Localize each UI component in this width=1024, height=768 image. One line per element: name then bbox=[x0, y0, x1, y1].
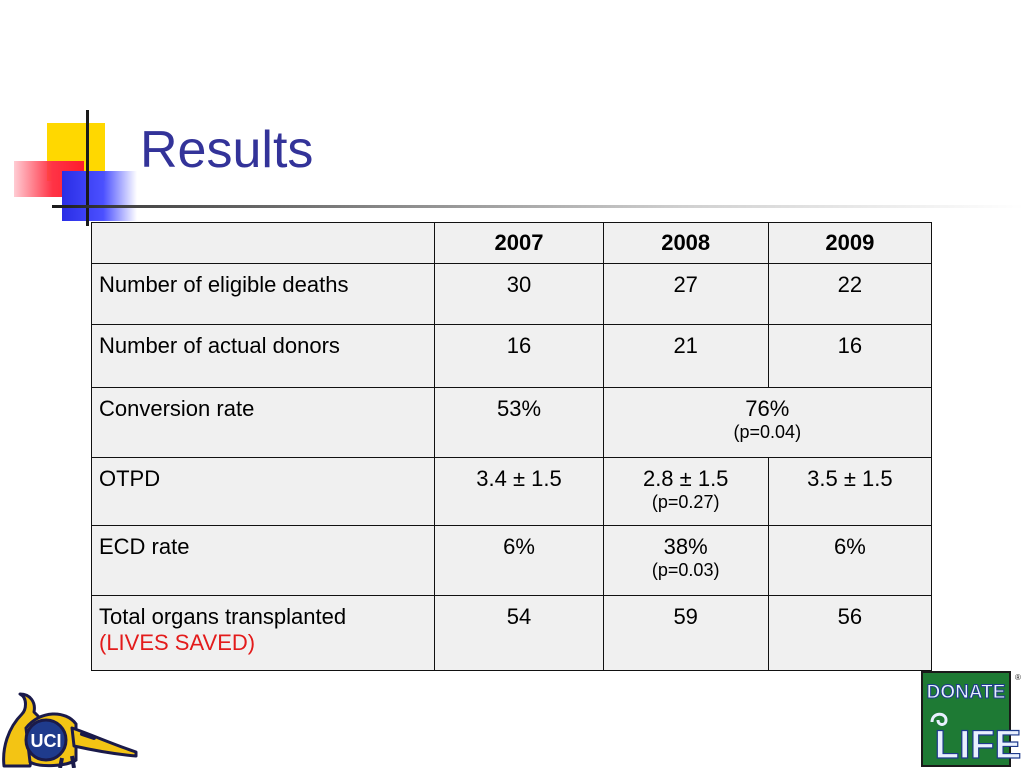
p-value: (p=0.27) bbox=[651, 492, 720, 512]
cell-value: 22 bbox=[837, 272, 863, 297]
uci-anteater-logo: UCI bbox=[2, 692, 138, 768]
cell-value: 21 bbox=[673, 333, 698, 358]
cell-value: 56 bbox=[837, 604, 863, 629]
header-2009: 2009 bbox=[767, 222, 933, 264]
table-row: ECD rate 6% 38% (p=0.03) 6% bbox=[90, 525, 933, 596]
donate-text: DONATE bbox=[927, 682, 1006, 703]
slide-title: Results bbox=[140, 121, 314, 179]
table-row: Number of actual donors 16 21 16 bbox=[90, 324, 933, 388]
header-2008: 2008 bbox=[602, 222, 769, 264]
cell-value-merged: 76% bbox=[745, 396, 790, 421]
cell-value: 53% bbox=[496, 396, 542, 421]
table-header-row: 2007 2008 2009 bbox=[90, 222, 933, 264]
p-value: (p=0.04) bbox=[733, 422, 802, 442]
title-ornament bbox=[0, 0, 1024, 230]
ornament-blue-square bbox=[62, 171, 137, 221]
table-row: OTPD 3.4 ± 1.5 2.8 ± 1.5 (p=0.27) 3.5 ± … bbox=[90, 457, 933, 526]
row-label-actual-donors: Number of actual donors bbox=[99, 333, 340, 358]
row-label-conversion-rate: Conversion rate bbox=[99, 396, 255, 421]
p-value: (p=0.03) bbox=[651, 560, 720, 580]
cell-value: 6% bbox=[833, 534, 866, 559]
swirl-icon bbox=[930, 712, 948, 726]
table-row: Total organs transplanted (LIVES SAVED) … bbox=[90, 595, 933, 671]
header-empty-cell bbox=[90, 222, 436, 264]
cell-value: 27 bbox=[673, 272, 698, 297]
row-label-total-organs: Total organs transplanted bbox=[99, 604, 347, 629]
row-label-ecd-rate: ECD rate bbox=[99, 534, 190, 559]
anteater-icon: UCI bbox=[2, 692, 138, 768]
results-table: 2007 2008 2009 Number of eligible deaths… bbox=[90, 222, 933, 671]
cell-value: 6% bbox=[503, 534, 535, 559]
registered-mark: ® bbox=[1015, 673, 1021, 682]
ornament-horizontal-line bbox=[52, 205, 1024, 208]
lives-saved-label: (LIVES SAVED) bbox=[99, 630, 256, 655]
cell-value: 38% bbox=[663, 534, 708, 559]
cell-value: 3.5 ± 1.5 bbox=[807, 466, 893, 491]
uci-logo-text: UCI bbox=[31, 731, 62, 751]
cell-value: 54 bbox=[506, 604, 532, 629]
ornament-vertical-line bbox=[86, 110, 89, 226]
life-text: LIFE bbox=[935, 723, 1022, 767]
cell-value: 59 bbox=[673, 604, 698, 629]
cell-value: 2.8 ± 1.5 bbox=[642, 466, 729, 491]
table-row: Number of eligible deaths 30 27 22 bbox=[90, 263, 933, 325]
cell-value: 3.4 ± 1.5 bbox=[476, 466, 562, 491]
row-label-eligible-deaths: Number of eligible deaths bbox=[99, 272, 349, 297]
cell-value: 16 bbox=[506, 333, 532, 358]
cell-value: 16 bbox=[837, 333, 863, 358]
cell-value: 30 bbox=[506, 272, 532, 297]
table-row: Conversion rate 53% 76% (p=0.04) bbox=[90, 387, 933, 458]
donate-life-logo: DONATE LIFE ® bbox=[921, 671, 1022, 768]
header-2007: 2007 bbox=[434, 222, 604, 264]
row-label-otpd: OTPD bbox=[99, 466, 161, 491]
